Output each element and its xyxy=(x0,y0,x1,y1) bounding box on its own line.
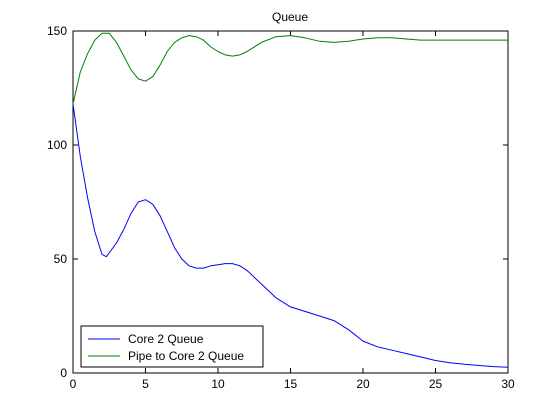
x-tick-label: 20 xyxy=(356,377,370,391)
series-line-core-2-queue xyxy=(72,103,509,368)
x-tick-label: 15 xyxy=(284,377,298,391)
legend-box xyxy=(80,325,264,368)
legend-label-pipe-to-core-2-queue: Pipe to Core 2 Queue xyxy=(128,349,244,363)
y-tick-label: 50 xyxy=(54,252,68,266)
series-line-pipe-to-core-2-queue xyxy=(72,32,508,105)
series-lines xyxy=(72,32,509,368)
x-tick-label: 25 xyxy=(429,377,443,391)
legend: Core 2 Queue Pipe to Core 2 Queue xyxy=(80,325,264,368)
x-tick-label: 10 xyxy=(211,377,225,391)
y-axis-ticks: 0 50 100 150 xyxy=(47,24,508,380)
legend-label-core-2-queue: Core 2 Queue xyxy=(128,332,204,346)
x-axis-ticks: 0 5 10 15 20 25 30 xyxy=(70,31,515,391)
x-tick-label: 0 xyxy=(70,377,77,391)
plot-area xyxy=(72,30,509,374)
chart-title: Queue xyxy=(272,10,308,24)
y-tick-label: 0 xyxy=(60,366,67,380)
y-tick-label: 150 xyxy=(47,24,67,38)
x-tick-label: 30 xyxy=(501,377,515,391)
x-tick-label: 5 xyxy=(142,377,149,391)
y-tick-label: 100 xyxy=(47,138,67,152)
